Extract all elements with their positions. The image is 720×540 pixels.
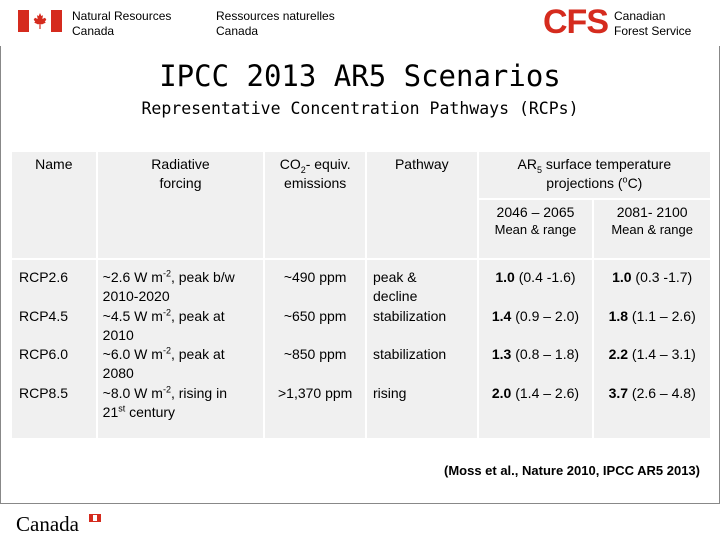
- canada-wordmark: Canada: [16, 512, 79, 536]
- emissions-column: ~490 ppm ~650 ppm ~850 ppm >1,370 ppm: [263, 258, 367, 438]
- names-column: RCP2.6 RCP4.5 RCP6.0 RCP8.5: [10, 258, 98, 438]
- forcing-line: ~6.0 W m-2, peak at: [102, 345, 225, 363]
- emissions-value: ~650 ppm: [283, 307, 347, 324]
- rcp-name: RCP2.6: [19, 269, 69, 285]
- header-period-2081: 2081- 2100 Mean & range: [592, 197, 712, 261]
- projection-value: 2.2 (1.4 – 3.1): [608, 346, 696, 363]
- rcp-name: RCP4.5: [19, 307, 69, 324]
- forcing-line: ~4.5 W m-2, peak at: [102, 306, 225, 324]
- header-pathway: Pathway: [365, 150, 479, 259]
- cfs-name: Canadian Forest Service: [614, 9, 692, 38]
- rcp-name: RCP8.5: [19, 384, 69, 401]
- projection-value: 1.0 (0.4 -1.6): [495, 269, 576, 285]
- forcing-line: ~8.0 W m-2, rising in: [102, 384, 227, 401]
- slide-subtitle: Representative Concentration Pathways (R…: [141, 99, 579, 118]
- rcp-name: RCP6.0: [19, 346, 69, 363]
- pathway-value: decline: [373, 288, 418, 305]
- department-name-english: Natural Resources Canada: [72, 9, 172, 38]
- projection-value: 1.8 (1.1 – 2.6): [608, 307, 696, 324]
- emissions-value: >1,370 ppm: [277, 384, 353, 401]
- projection-value: 1.4 (0.9 – 2.0): [491, 307, 580, 324]
- forcing-line: 2010-2020: [102, 288, 170, 305]
- header-ar5: AR5 surface temperature projections (oC): [476, 150, 713, 200]
- slide-title: IPCC 2013 AR5 Scenarios: [159, 59, 561, 93]
- rcp-table: Name Radiative forcing CO2- equiv. emiss…: [10, 150, 713, 438]
- pathway-value: peak &: [373, 269, 417, 285]
- forcing-column: ~2.6 W m-2, peak b/w 2010-2020 ~4.5 W m-…: [95, 258, 266, 438]
- pathway-value: stabilization: [373, 307, 447, 324]
- forcing-line: 2080: [102, 365, 134, 382]
- pathway-column: peak & decline stabilization stabilizati…: [365, 258, 479, 438]
- ar5-end-column: 1.0 (0.3 -1.7) 1.8 (1.1 – 2.6) 2.2 (1.4 …: [592, 258, 712, 438]
- emissions-value: ~490 ppm: [283, 269, 347, 285]
- header-period-2046: 2046 – 2065 Mean & range: [476, 197, 595, 261]
- forcing-line: 2010: [102, 326, 134, 343]
- department-name-french: Ressources naturelles Canada: [216, 9, 335, 38]
- header-forcing: Radiative forcing: [95, 150, 266, 259]
- header-emissions: CO2- equiv. emissions: [263, 150, 367, 259]
- cfs-logo: CFS: [543, 3, 609, 41]
- header: Natural Resources Canada Ressources natu…: [0, 0, 720, 46]
- projection-value: 2.0 (1.4 – 2.6): [491, 384, 580, 401]
- ar5-mid-column: 1.0 (0.4 -1.6) 1.4 (0.9 – 2.0) 1.3 (0.8 …: [476, 258, 595, 438]
- projection-value: 1.0 (0.3 -1.7): [612, 269, 693, 285]
- pathway-value: rising: [373, 384, 407, 401]
- emissions-value: ~850 ppm: [283, 346, 347, 363]
- canada-flag-icon: [18, 10, 62, 32]
- projection-value: 1.3 (0.8 – 1.8): [491, 346, 580, 363]
- citation: (Moss et al., Nature 2010, IPCC AR5 2013…: [443, 463, 700, 478]
- wordmark-flag-icon: [89, 514, 101, 522]
- pathway-value: stabilization: [373, 346, 447, 363]
- header-name: Name: [10, 150, 98, 259]
- forcing-line: 21st century: [102, 403, 176, 421]
- projection-value: 3.7 (2.6 – 4.8): [608, 384, 696, 401]
- forcing-line: ~2.6 W m-2, peak b/w: [102, 268, 235, 285]
